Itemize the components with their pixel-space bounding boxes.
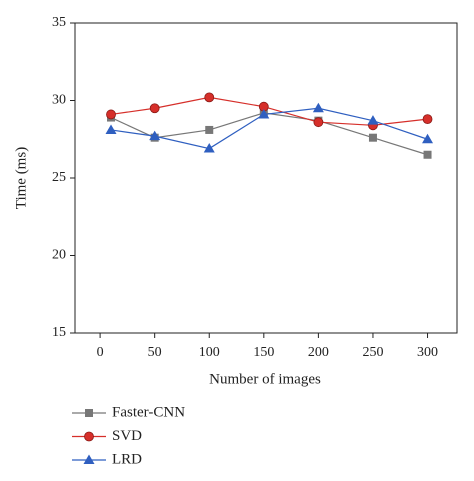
y-tick-label: 30 [52,93,66,108]
series-line [110,96,428,126]
legend-label: Faster-CNN [112,404,185,420]
y-tick-label: 15 [52,325,66,340]
marker [149,103,160,114]
legend-marker [84,431,94,442]
marker [368,133,377,142]
marker [312,102,324,113]
y-tick-label: 35 [52,15,66,30]
x-tick-label: 300 [417,345,438,360]
x-tick-label: 50 [148,345,162,360]
marker [313,117,324,128]
plot-frame [74,22,458,334]
x-axis-label: Number of images [209,371,321,387]
marker [258,108,270,119]
y-axis-label: Time (ms) [13,147,29,209]
marker [149,130,161,141]
marker [422,133,434,144]
legend-marker [85,409,93,417]
marker [105,124,117,134]
marker [204,92,215,103]
x-tick-label: 200 [308,345,329,360]
marker [203,143,215,153]
x-tick-label: 150 [253,345,274,360]
marker [106,109,116,120]
legend-label: SVD [112,428,142,444]
y-tick-label: 20 [52,248,66,263]
x-tick-label: 100 [199,345,220,360]
x-tick-label: 250 [362,345,383,360]
legend-label: LRD [112,451,142,467]
marker [205,125,214,134]
legend-marker [83,454,95,464]
marker [423,150,432,159]
x-tick-label: 0 [97,345,104,360]
y-tick-label: 25 [52,170,66,185]
marker [422,114,433,124]
series-line [110,107,428,150]
marker [367,115,379,125]
